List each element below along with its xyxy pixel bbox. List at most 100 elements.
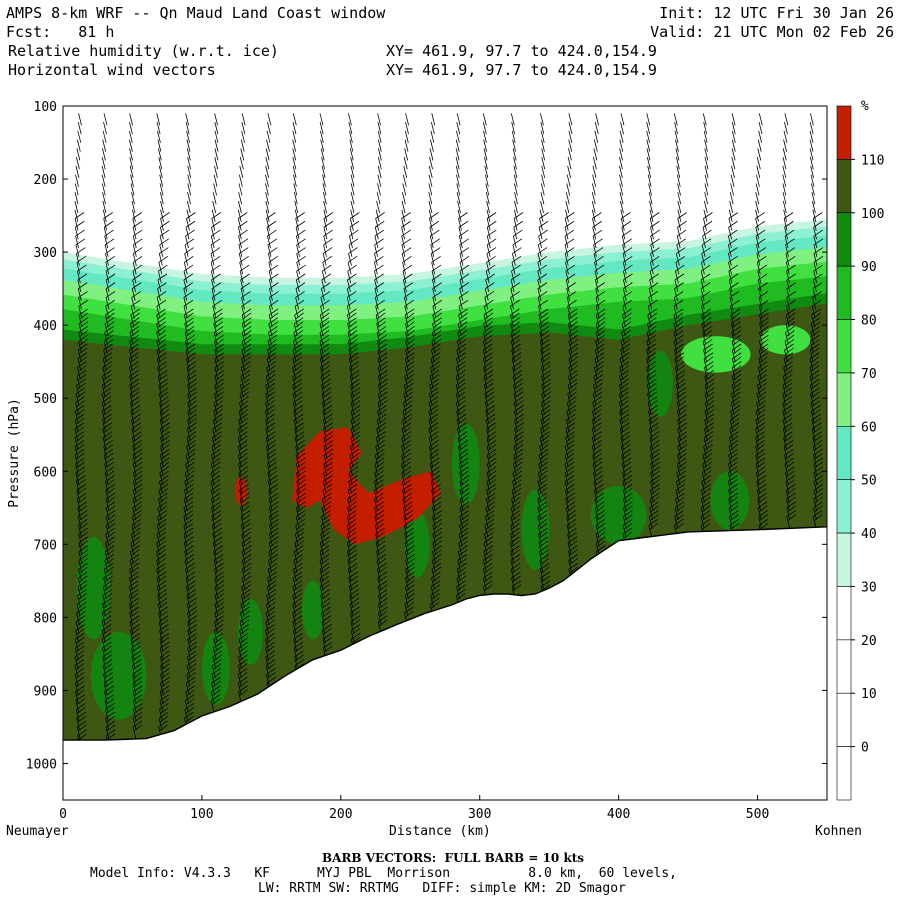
wind-barb-shaft — [159, 647, 164, 661]
wind-barb-shaft — [266, 455, 271, 468]
wind-barb-flag — [432, 566, 442, 574]
wind-barb-flag — [160, 461, 170, 469]
wind-barb-shaft — [401, 227, 405, 240]
wind-barb-shaft — [648, 420, 653, 433]
wind-barb-shaft — [432, 542, 437, 555]
terrain-line — [63, 526, 827, 741]
wind-barb-shaft — [674, 288, 678, 301]
wind-barb-shaft — [810, 113, 814, 126]
wind-barb-flag — [786, 273, 796, 281]
wind-barb-shaft — [730, 306, 734, 319]
wind-barb-flag — [74, 413, 85, 421]
wind-barb-flag — [594, 255, 604, 263]
wind-barb-flag — [295, 435, 305, 442]
wind-barb-flag — [269, 496, 279, 504]
wind-barb-flag — [238, 229, 248, 237]
wind-barb-flag — [674, 291, 684, 298]
wind-barb-shaft — [295, 297, 299, 310]
wind-barb-shaft — [75, 481, 80, 494]
wind-barb-shaft — [405, 341, 409, 354]
wind-barb-flag — [619, 369, 629, 377]
wind-barb-shaft — [210, 472, 215, 485]
wind-barb-shaft — [320, 139, 325, 152]
wind-barb-shaft — [319, 551, 324, 564]
wind-barb-flag — [456, 352, 466, 360]
wind-barb-shaft — [459, 472, 464, 485]
wind-barb-flag — [486, 417, 496, 425]
wind-barb-flag — [270, 505, 279, 513]
wind-barb-flag — [784, 435, 793, 442]
wind-barb-shaft — [755, 455, 760, 468]
wind-barb-shaft — [428, 165, 433, 179]
wind-barb-flag — [484, 549, 493, 556]
wind-barb-shaft — [347, 332, 352, 345]
wind-barb-shaft — [619, 130, 624, 143]
wind-barb-shaft — [566, 402, 571, 415]
wind-barb-flag — [292, 387, 303, 395]
wind-barb-shaft — [459, 262, 464, 275]
wind-barb-shaft — [786, 297, 791, 310]
wind-barb-flag — [105, 558, 114, 565]
wind-barb-flag — [730, 435, 739, 442]
wind-barb-flag — [511, 312, 520, 320]
wind-barb-shaft — [156, 560, 160, 573]
wind-barb-shaft — [486, 455, 491, 468]
wind-barb-shaft — [486, 437, 491, 450]
wind-barb-flag — [458, 536, 468, 544]
wind-barb-shaft — [404, 367, 409, 380]
wind-barb-flag — [349, 479, 358, 486]
wind-barb-flag — [786, 255, 796, 263]
wind-barb-flag — [675, 255, 686, 263]
wind-barb-flag — [212, 505, 221, 513]
wind-barb-flag — [593, 238, 603, 246]
wind-barb-flag — [595, 365, 604, 372]
wind-barb-flag — [324, 444, 334, 451]
wind-barb-flag — [678, 435, 688, 442]
wind-barb-flag — [623, 470, 632, 478]
wind-barb-flag — [156, 291, 167, 298]
wind-barb-shaft — [595, 297, 600, 310]
wind-barb-shaft — [704, 376, 709, 389]
wind-barb-flag — [621, 212, 631, 219]
wind-barb-shaft — [485, 498, 490, 512]
wind-barb-flag — [485, 264, 496, 272]
wind-barb-flag — [564, 212, 575, 219]
wind-barb-shaft — [210, 253, 215, 266]
wind-barb-flag — [103, 356, 113, 364]
wind-barb-shaft — [782, 174, 787, 187]
wind-barb-flag — [102, 405, 112, 412]
wind-barb-shaft — [622, 253, 627, 266]
wind-barb-flag — [211, 448, 221, 456]
wind-barb-shaft — [811, 192, 816, 205]
wind-barb-shaft — [728, 279, 733, 292]
wind-barb-shaft — [105, 253, 109, 266]
wind-barb-shaft — [567, 165, 572, 179]
wind-barb-shaft — [784, 113, 789, 126]
wind-barb-flag — [269, 299, 279, 307]
wind-barb-shaft — [129, 384, 134, 398]
wind-barb-flag — [130, 405, 141, 412]
wind-barb-flag — [729, 518, 740, 526]
wind-barb-flag — [297, 505, 306, 513]
wind-barb-flag — [186, 659, 197, 666]
wind-barb-flag — [537, 255, 548, 263]
wind-barb-flag — [404, 505, 413, 513]
wind-barb-shaft — [484, 174, 489, 187]
wind-barb-flag — [537, 247, 548, 254]
wind-barb-shaft — [77, 577, 82, 591]
wind-barb-shaft — [430, 358, 435, 371]
wind-barb-flag — [132, 426, 142, 434]
wind-barb-shaft — [511, 349, 516, 363]
wind-barb-shaft — [486, 481, 491, 494]
wind-barb-flag — [238, 475, 249, 482]
wind-barb-flag — [703, 338, 713, 346]
wind-barb-shaft — [674, 507, 679, 520]
wind-barb-flag — [320, 549, 330, 556]
wind-barb-flag — [161, 672, 170, 679]
wind-barb-flag — [131, 549, 140, 556]
wind-barb-flag — [647, 347, 656, 355]
wind-barb-shaft — [241, 314, 246, 328]
wind-barb-shaft — [646, 358, 651, 371]
wind-barb-flag — [241, 352, 251, 360]
wind-barb-flag — [266, 663, 276, 670]
